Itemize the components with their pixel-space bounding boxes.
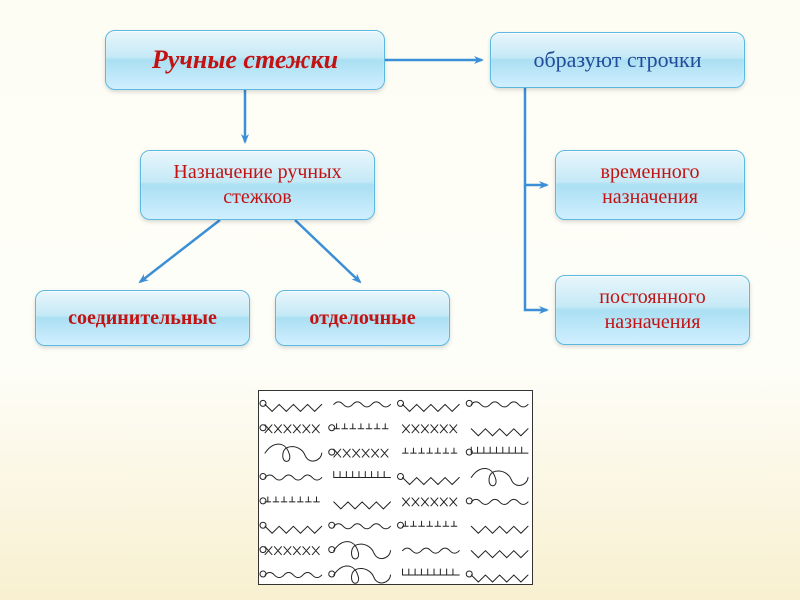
node-label: Ручные стежки — [152, 44, 338, 77]
node-finishing: отделочные — [275, 290, 450, 346]
node-label: временного назначения — [566, 160, 734, 210]
node-label: постоянного назначения — [566, 285, 739, 335]
stitch-samples-figure — [258, 390, 533, 585]
node-temporary: временного назначения — [555, 150, 745, 220]
node-permanent: постоянного назначения — [555, 275, 750, 345]
node-purpose: Назначение ручных стежков — [140, 150, 375, 220]
diagram-canvas: Ручные стежки образуют строчки Назначени… — [0, 0, 800, 600]
node-label: отделочные — [309, 306, 415, 331]
node-label: Назначение ручных стежков — [151, 160, 364, 210]
node-label: образуют строчки — [533, 46, 701, 74]
node-root: Ручные стежки — [105, 30, 385, 90]
node-connecting: соединительные — [35, 290, 250, 346]
node-label: соединительные — [68, 306, 217, 331]
node-forms: образуют строчки — [490, 32, 745, 88]
